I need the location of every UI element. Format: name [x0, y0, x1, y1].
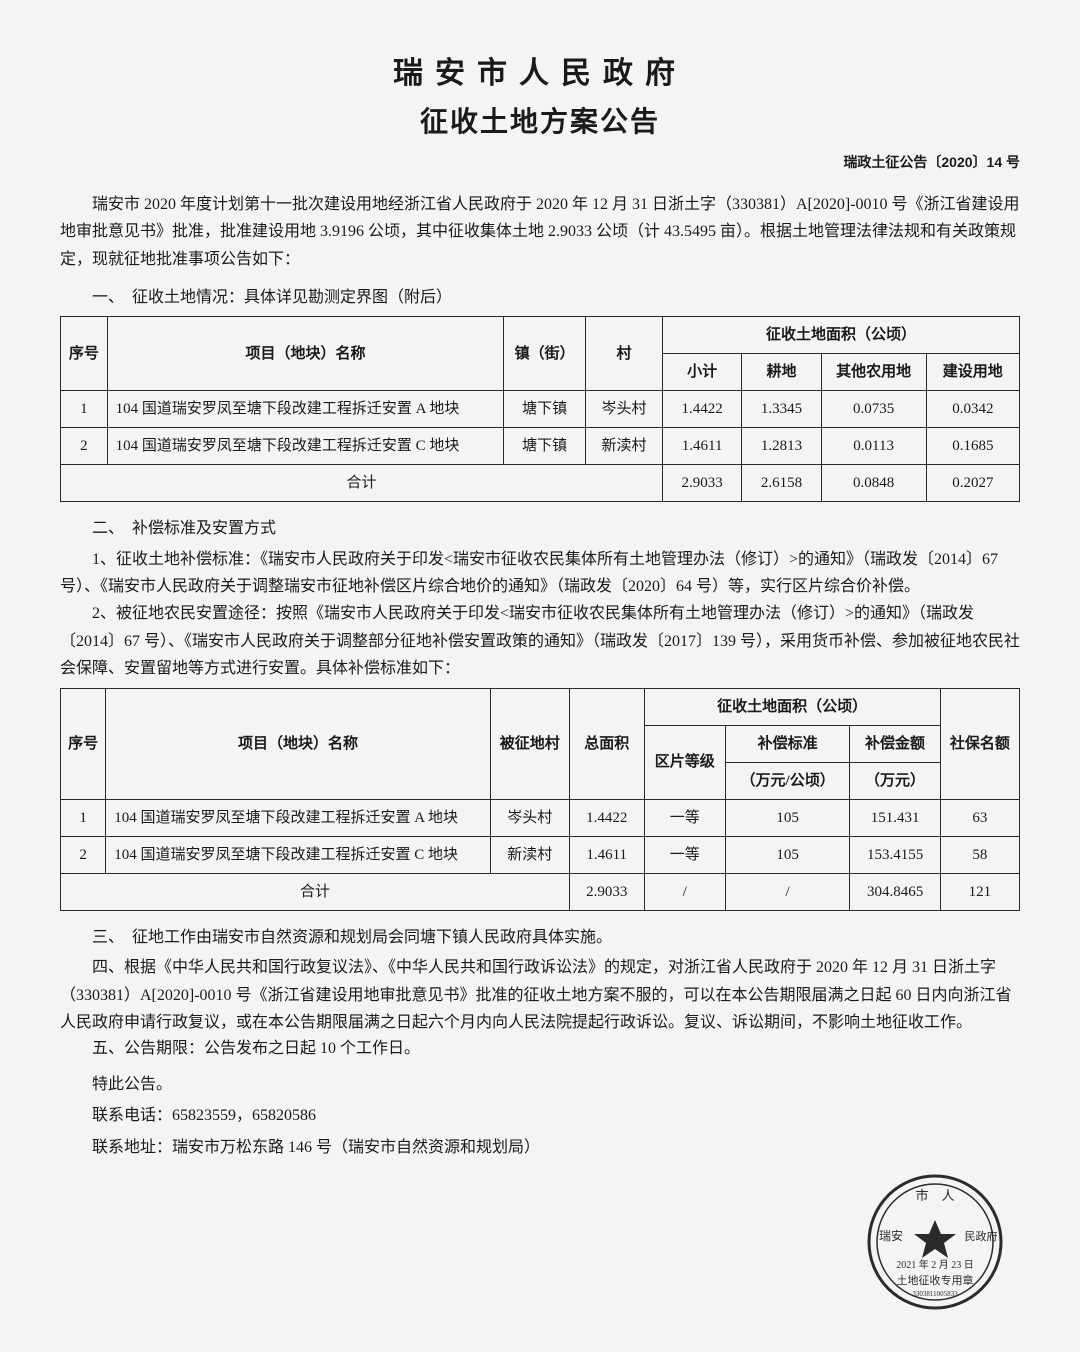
- cell: 1.4422: [662, 391, 741, 428]
- cell: /: [644, 873, 725, 910]
- table-row-total: 合计 2.9033 2.6158 0.0848 0.2027: [61, 465, 1020, 502]
- col-name: 项目（地块）名称: [107, 317, 504, 391]
- cell: 塘下镇: [504, 391, 586, 428]
- col-seq: 序号: [61, 688, 106, 799]
- col-build: 建设用地: [926, 354, 1019, 391]
- col-farmland: 耕地: [742, 354, 821, 391]
- land-table: 序号 项目（地块）名称 镇（街） 村 征收土地面积（公顷） 小计 耕地 其他农用…: [60, 316, 1020, 502]
- cell: 151.431: [850, 799, 940, 836]
- col-grade: 区片等级: [644, 725, 725, 799]
- cell: 104 国道瑞安罗凤至塘下段改建工程拆迁安置 C 地块: [107, 428, 504, 465]
- cell: 121: [940, 873, 1019, 910]
- cell: 2: [61, 428, 108, 465]
- cell: 1.4611: [662, 428, 741, 465]
- official-stamp-icon: 市 人 瑞安 民政府 2021 年 2 月 23 日 土地征收专用章 33038…: [865, 1172, 1005, 1312]
- col-std-unit: （万元/公顷）: [725, 762, 849, 799]
- svg-text:市 人: 市 人: [915, 1188, 954, 1203]
- table-row: 序号 项目（地块）名称 被征地村 总面积 征收土地面积（公顷） 社保名额: [61, 688, 1020, 725]
- table-row: 1 104 国道瑞安罗凤至塘下段改建工程拆迁安置 A 地块 岑头村 1.4422…: [61, 799, 1020, 836]
- section4: 四、根据《中华人民共和国行政复议法》、《中华人民共和国行政诉讼法》的规定，对浙江…: [60, 954, 1020, 1036]
- section1-lead: 一、 征收土地情况：具体详见勘测定界图（附后）: [60, 285, 1020, 311]
- table-row-total: 合计 2.9033 / / 304.8465 121: [61, 873, 1020, 910]
- contact-phone-label: 联系电话：: [92, 1107, 172, 1124]
- cell: 153.4155: [850, 836, 940, 873]
- col-total-area: 总面积: [569, 688, 644, 799]
- cell: 2: [61, 836, 106, 873]
- cell: 0.0735: [821, 391, 926, 428]
- compensation-table: 序号 项目（地块）名称 被征地村 总面积 征收土地面积（公顷） 社保名额 区片等…: [60, 688, 1020, 911]
- col-name: 项目（地块）名称: [106, 688, 491, 799]
- cell: 105: [725, 799, 849, 836]
- cell: 一等: [644, 836, 725, 873]
- contact-address: 联系地址：瑞安市万松东路 146 号（瑞安市自然资源和规划局）: [60, 1135, 1020, 1161]
- cell: 一等: [644, 799, 725, 836]
- cell: 1.3345: [742, 391, 821, 428]
- main-title: 瑞安市人民政府: [60, 50, 1020, 98]
- intro-paragraph: 瑞安市 2020 年度计划第十一批次建设用地经浙江省人民政府于 2020 年 1…: [60, 191, 1020, 273]
- cell: 2.9033: [569, 873, 644, 910]
- col-town: 镇（街）: [504, 317, 586, 391]
- contact-phone: 联系电话：65823559，65820586: [60, 1103, 1020, 1129]
- cell: 0.0848: [821, 465, 926, 502]
- cell: 304.8465: [850, 873, 940, 910]
- contact-phone-value: 65823559，65820586: [172, 1107, 316, 1124]
- cell: 0.1685: [926, 428, 1019, 465]
- col-seq: 序号: [61, 317, 108, 391]
- cell: 104 国道瑞安罗凤至塘下段改建工程拆迁安置 C 地块: [106, 836, 491, 873]
- svg-text:3303811005833: 3303811005833: [912, 1290, 958, 1298]
- cell: 0.0113: [821, 428, 926, 465]
- col-std: 补偿标准: [725, 725, 849, 762]
- section2-lead: 二、 补偿标准及安置方式: [60, 516, 1020, 542]
- cell: 1: [61, 391, 108, 428]
- col-village: 村: [585, 317, 662, 391]
- sub-title: 征收土地方案公告: [60, 100, 1020, 145]
- col-area-group: 征收土地面积（公顷）: [644, 688, 940, 725]
- cell: 2.9033: [662, 465, 741, 502]
- para-2-1: 1、征收土地补偿标准：《瑞安市人民政府关于印发<瑞安市征收农民集体所有土地管理办…: [60, 546, 1020, 600]
- cell: 2.6158: [742, 465, 821, 502]
- svg-text:2021 年 2 月 23 日: 2021 年 2 月 23 日: [896, 1258, 974, 1271]
- cell: 1.4611: [569, 836, 644, 873]
- signature-block: 特此公告。 联系电话：65823559，65820586 联系地址：瑞安市万松东…: [60, 1072, 1020, 1161]
- doc-number: 瑞政土征公告〔2020〕14 号: [60, 151, 1020, 173]
- cell: 105: [725, 836, 849, 873]
- svg-text:瑞安: 瑞安: [879, 1228, 903, 1243]
- para-2-2: 2、被征地农民安置途径：按照《瑞安市人民政府关于印发<瑞安市征收农民集体所有土地…: [60, 600, 1020, 682]
- col-ss: 社保名额: [940, 688, 1019, 799]
- cell: 岑头村: [490, 799, 569, 836]
- cell: 58: [940, 836, 1019, 873]
- svg-text:土地征收专用章: 土地征收专用章: [897, 1273, 974, 1287]
- cell: 0.0342: [926, 391, 1019, 428]
- col-area-group: 征收土地面积（公顷）: [662, 317, 1019, 354]
- svg-text:民政府: 民政府: [965, 1229, 998, 1243]
- contact-addr-label: 联系地址：: [92, 1139, 172, 1156]
- cell: 0.2027: [926, 465, 1019, 502]
- cell: 岑头村: [585, 391, 662, 428]
- cell-total-label: 合计: [61, 873, 570, 910]
- cell: 1.2813: [742, 428, 821, 465]
- section5: 五、公告期限：公告发布之日起 10 个工作日。: [60, 1036, 1020, 1062]
- closing: 特此公告。: [60, 1072, 1020, 1098]
- contact-addr-value: 瑞安市万松东路 146 号（瑞安市自然资源和规划局）: [172, 1139, 540, 1156]
- cell: /: [725, 873, 849, 910]
- table-row: 2 104 国道瑞安罗凤至塘下段改建工程拆迁安置 C 地块 新渎村 1.4611…: [61, 836, 1020, 873]
- cell: 104 国道瑞安罗凤至塘下段改建工程拆迁安置 A 地块: [107, 391, 504, 428]
- cell: 1: [61, 799, 106, 836]
- table-row: 1 104 国道瑞安罗凤至塘下段改建工程拆迁安置 A 地块 塘下镇 岑头村 1.…: [61, 391, 1020, 428]
- col-village: 被征地村: [490, 688, 569, 799]
- cell: 新渎村: [490, 836, 569, 873]
- cell: 塘下镇: [504, 428, 586, 465]
- col-subtotal: 小计: [662, 354, 741, 391]
- cell: 新渎村: [585, 428, 662, 465]
- col-amount-unit: （万元）: [850, 762, 940, 799]
- cell-total-label: 合计: [61, 465, 663, 502]
- table-row: 2 104 国道瑞安罗凤至塘下段改建工程拆迁安置 C 地块 塘下镇 新渎村 1.…: [61, 428, 1020, 465]
- cell: 63: [940, 799, 1019, 836]
- cell: 1.4422: [569, 799, 644, 836]
- cell: 104 国道瑞安罗凤至塘下段改建工程拆迁安置 A 地块: [106, 799, 491, 836]
- col-other: 其他农用地: [821, 354, 926, 391]
- section3: 三、 征地工作由瑞安市自然资源和规划局会同塘下镇人民政府具体实施。: [60, 925, 1020, 951]
- table-row: 序号 项目（地块）名称 镇（街） 村 征收土地面积（公顷）: [61, 317, 1020, 354]
- col-amount: 补偿金额: [850, 725, 940, 762]
